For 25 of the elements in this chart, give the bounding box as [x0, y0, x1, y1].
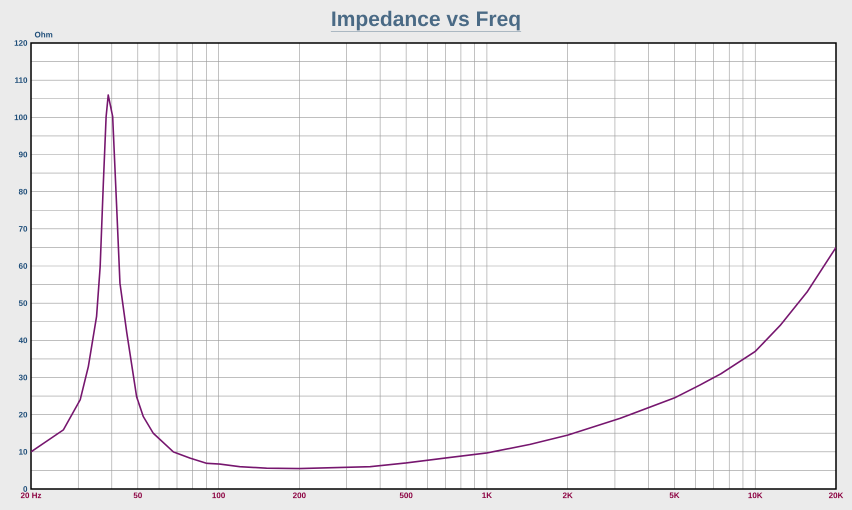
y-tick-label: 10: [19, 448, 28, 455]
chart-title: Impedance vs Freq: [332, 10, 520, 30]
y-tick-label: 60: [18, 263, 28, 269]
x-tick-label: 20 Hz: [20, 492, 42, 498]
x-tick-label: 1K: [482, 492, 492, 498]
x-tick-label: 100: [212, 492, 225, 498]
y-tick-label: 120: [14, 40, 28, 46]
x-tick-label: 500: [400, 492, 412, 498]
y-tick-label: 0: [23, 486, 28, 492]
y-tick-label: 90: [18, 152, 28, 158]
y-tick-label: 100: [14, 114, 28, 120]
x-tick-label: 50: [134, 492, 142, 498]
y-axis-title: Ohm: [34, 32, 52, 38]
y-tick-label: 80: [18, 188, 28, 194]
y-tick-label: 20: [18, 412, 28, 418]
y-tick-label: 30: [18, 374, 28, 380]
x-tick-label: 10K: [748, 492, 763, 498]
y-tick-label: 50: [18, 300, 28, 306]
x-tick-label: 5K: [670, 492, 680, 498]
x-tick-label: 2K: [562, 492, 573, 498]
y-tick-label: 70: [18, 226, 28, 232]
y-tick-label: 40: [18, 337, 28, 344]
x-tick-label: 200: [292, 492, 306, 498]
x-tick-label: 20K: [828, 492, 844, 498]
y-tick-label: 110: [15, 77, 28, 83]
